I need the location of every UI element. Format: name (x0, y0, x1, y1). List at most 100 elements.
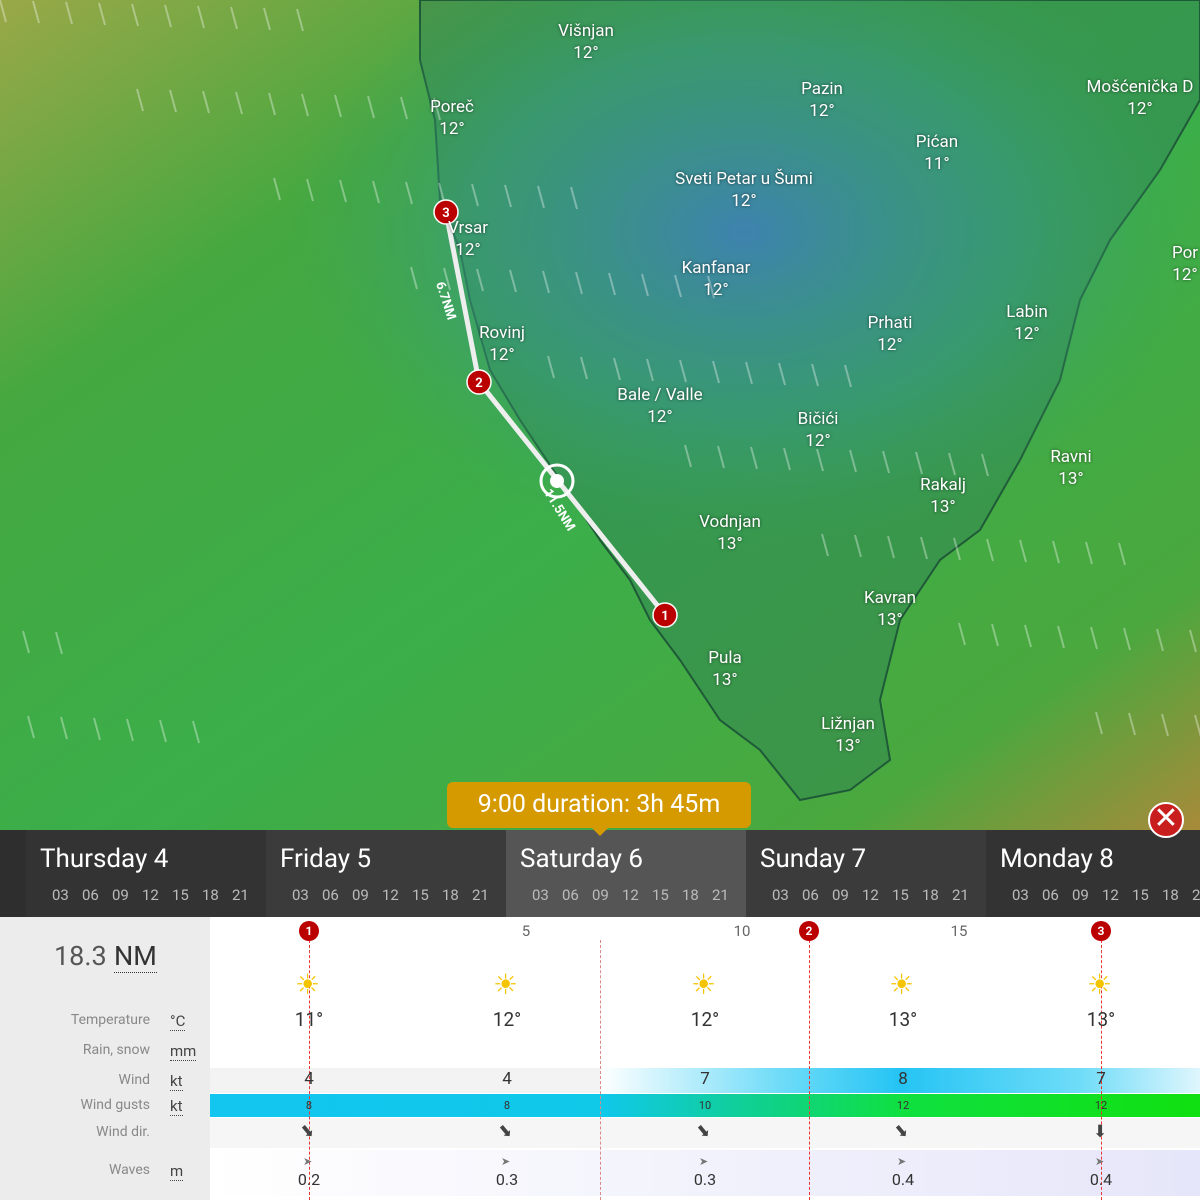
place-temp: 12° (731, 191, 757, 211)
hour-label: 15 (892, 886, 909, 904)
timeline-edge (0, 830, 26, 917)
waves: 0.3 (693, 1170, 717, 1189)
place-temp: 12° (647, 407, 673, 427)
rain-streak (400, 96, 408, 120)
rain-streak (268, 92, 276, 116)
place-temp: 12° (703, 280, 729, 300)
close-button[interactable]: ✕ (1148, 802, 1184, 838)
row-unit: °C (170, 1012, 186, 1031)
hour-label: 18 (442, 886, 459, 904)
day-label[interactable]: Sunday 7 (760, 844, 867, 874)
hour-label: 21 (472, 886, 489, 904)
wind: 4 (304, 1069, 314, 1089)
hour-label: 09 (1072, 886, 1089, 904)
rain-streak (745, 361, 753, 385)
day-label[interactable]: Friday 5 (280, 844, 372, 874)
place-name: Ližnjan (821, 714, 875, 734)
rain-streak (854, 534, 862, 558)
rain-streak (1057, 625, 1065, 649)
place-name: Pula (708, 648, 742, 668)
dashed-line (809, 940, 810, 1200)
place-name: Kanfanar (681, 258, 751, 278)
ruler-label: 5 (521, 922, 531, 940)
waypoint-marker[interactable]: 3 (1091, 921, 1111, 941)
rain-streak (202, 90, 210, 114)
row-label: Temperature (70, 1012, 150, 1028)
hour-label: 15 (652, 886, 669, 904)
place-temp: 12° (1172, 265, 1198, 285)
rain-streak (1118, 542, 1126, 566)
day-label[interactable]: Thursday 4 (40, 844, 169, 874)
rain-streak (821, 533, 829, 557)
hour-label: 09 (112, 886, 129, 904)
duration-badge[interactable]: 9:00 duration: 3h 45m (447, 782, 751, 828)
row-unit: m (170, 1162, 184, 1181)
weather-icon: ☀ (295, 968, 321, 1001)
hour-label: 12 (1102, 886, 1119, 904)
temperature: 13° (888, 1008, 918, 1031)
rain-streak (22, 630, 30, 654)
rain-streak (164, 4, 172, 28)
hour-label: 03 (532, 886, 549, 904)
waypoint-marker[interactable]: 1 (299, 921, 319, 941)
rain-streak (339, 179, 347, 203)
rain-streak (920, 536, 928, 560)
rain-streak (93, 717, 101, 741)
temperature: 13° (1086, 1008, 1116, 1031)
wave-arrow: ➤ (699, 1155, 709, 1168)
hour-label: 18 (682, 886, 699, 904)
day-column[interactable] (986, 830, 1200, 917)
rain-streak (32, 0, 40, 24)
wave-arrow: ➤ (897, 1155, 907, 1168)
day-label[interactable]: Saturday 6 (520, 844, 643, 874)
rain-streak (273, 177, 281, 201)
rain-streak (192, 720, 200, 744)
hour-label: 09 (832, 886, 849, 904)
rain-streak (1189, 629, 1197, 653)
rain-streak (1024, 624, 1032, 648)
place-name: Rakalj (920, 475, 966, 495)
day-column[interactable] (746, 830, 986, 917)
rain-streak (915, 451, 923, 475)
day-column[interactable] (26, 830, 266, 917)
day-column[interactable] (266, 830, 506, 917)
rain-streak (372, 180, 380, 204)
waypoint-number: 2 (475, 376, 482, 391)
rain-streak (334, 94, 342, 118)
weather-icon: ☀ (691, 968, 717, 1001)
rain-streak (367, 95, 375, 119)
dir-band (210, 1118, 1200, 1148)
rain-streak (55, 631, 63, 655)
dashed-line (309, 940, 310, 1200)
rain-streak (849, 449, 857, 473)
hour-label: 15 (412, 886, 429, 904)
weather-icon: ☀ (889, 968, 915, 1001)
hour-label: 03 (52, 886, 69, 904)
temperature: 12° (690, 1008, 720, 1031)
place-temp: 11° (924, 154, 950, 174)
place-name: Pićan (915, 132, 959, 152)
gusts: 8 (305, 1099, 313, 1112)
hour-label: 09 (352, 886, 369, 904)
label-panel (0, 917, 210, 1200)
rain-streak (1161, 713, 1169, 737)
route-center[interactable] (539, 463, 575, 499)
waves: 0.3 (495, 1170, 519, 1189)
rain-streak (570, 186, 578, 210)
hour-label: 03 (292, 886, 309, 904)
rain-streak (235, 91, 243, 115)
rain-streak (948, 452, 956, 476)
waypoint-marker[interactable]: 2 (799, 921, 819, 941)
place-name: Pazin (801, 79, 843, 99)
place-temp: 13° (835, 736, 861, 756)
rain-streak (537, 185, 545, 209)
day-column[interactable] (506, 830, 746, 917)
waypoint-number: 3 (442, 206, 449, 221)
rain-streak (1095, 711, 1103, 735)
rain-streak (887, 535, 895, 559)
day-label[interactable]: Monday 8 (1000, 844, 1114, 874)
hour-label: 21 (232, 886, 249, 904)
place-name: Bičići (797, 409, 839, 429)
